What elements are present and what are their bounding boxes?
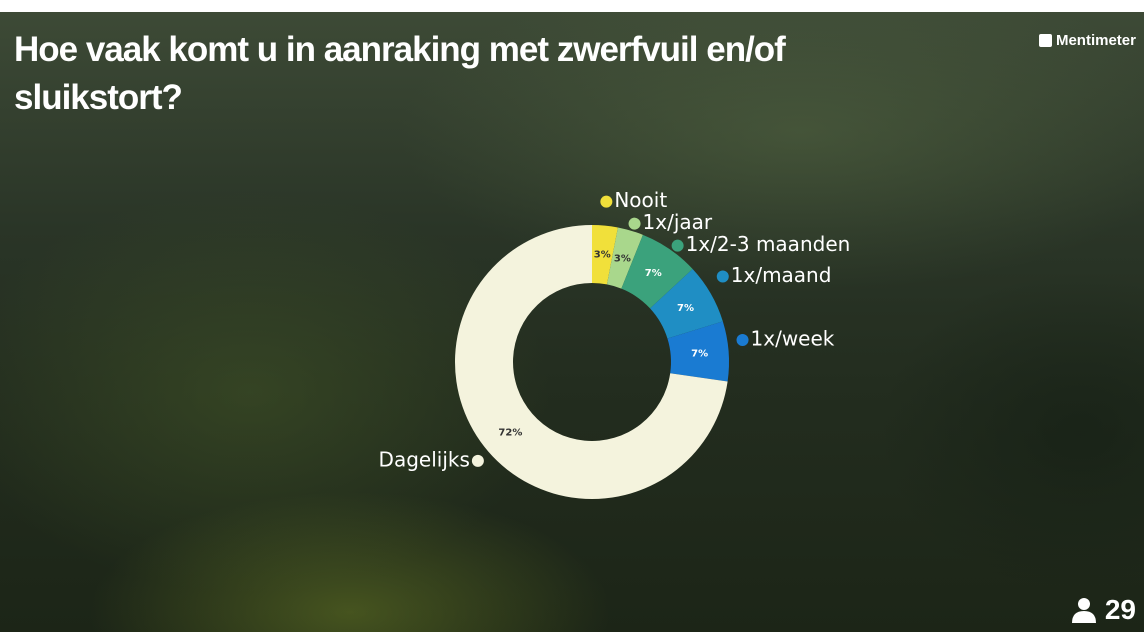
- legend-dot: [600, 195, 613, 208]
- brand: Mentimeter: [1038, 32, 1136, 49]
- legend-label: 1x/week: [751, 327, 835, 351]
- donut-segment: [606, 227, 643, 289]
- legend-label: 1x/jaar: [643, 210, 713, 234]
- legend-dot: [628, 217, 641, 230]
- person-icon: [1071, 598, 1096, 623]
- legend-dot: [471, 454, 484, 467]
- donut-segment: [667, 321, 729, 382]
- segment-value-label: 7%: [677, 303, 694, 314]
- segment-value-label: 72%: [498, 428, 522, 439]
- legend-label: Nooit: [614, 188, 667, 212]
- slide: Hoe vaak komt u in aanraking met zwerfvu…: [0, 12, 1144, 632]
- segment-value-label: 3%: [614, 253, 631, 264]
- donut-segment: [621, 234, 693, 309]
- legend-dot: [736, 334, 749, 347]
- legend-dot: [716, 270, 729, 283]
- donut-segment: [650, 269, 723, 339]
- brand-name: Mentimeter: [1055, 32, 1136, 49]
- donut-segment: [592, 225, 618, 285]
- donut-segment: [455, 225, 728, 499]
- legend-dot: [671, 239, 684, 252]
- segment-value-label: 7%: [691, 348, 708, 359]
- segment-value-label: 7%: [645, 268, 662, 279]
- legend-label: 1x/2-3 maanden: [686, 232, 851, 256]
- brand-icon: [1038, 34, 1052, 47]
- question-title: Hoe vaak komt u in aanraking met zwerfvu…: [14, 30, 786, 117]
- participant-count: 29: [1071, 594, 1136, 626]
- donut-chart: 3% Nooit 3% 1x/jaar 7% 1x/2-3 maanden 7% 1x/maa…: [379, 188, 851, 499]
- segment-value-label: 3%: [594, 249, 611, 260]
- legend-label: 1x/maand: [731, 263, 832, 287]
- legend-label: Dagelijks: [379, 447, 470, 471]
- count-value: 29: [1104, 594, 1136, 625]
